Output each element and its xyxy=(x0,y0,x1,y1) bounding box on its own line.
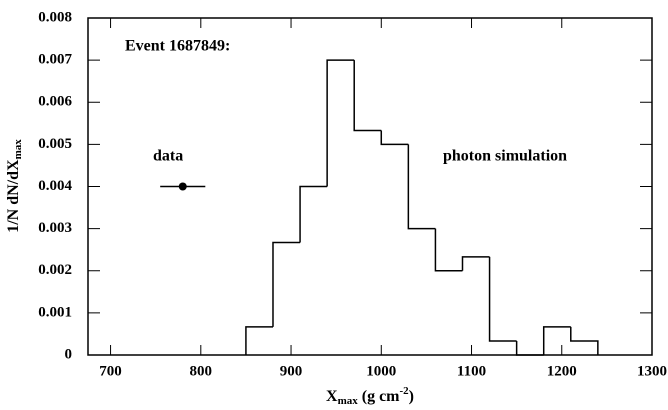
y-tick-label: 0.007 xyxy=(38,52,72,68)
x-tick-label: 1100 xyxy=(457,363,486,379)
histogram-bin xyxy=(326,59,355,187)
y-tick-label: 0.001 xyxy=(38,304,72,320)
histogram-bin xyxy=(461,256,490,271)
x-tick-label: 1200 xyxy=(547,363,577,379)
y-axis-label: 1/N dN/dXmax xyxy=(5,139,24,233)
y-tick-label: 0.006 xyxy=(38,94,72,110)
y-tick-label: 0.008 xyxy=(38,9,72,25)
histogram-bin xyxy=(353,60,382,132)
x-tick-label: 1300 xyxy=(637,363,667,379)
series-label: photon simulation xyxy=(443,148,567,165)
histogram-bin xyxy=(515,340,544,356)
x-tick-label: 1000 xyxy=(366,363,396,379)
histogram-bin xyxy=(245,326,273,355)
x-tick-label: 900 xyxy=(280,363,303,379)
histogram-bin xyxy=(542,326,571,355)
histogram-bin xyxy=(570,326,599,355)
legend-label: data xyxy=(153,148,183,165)
annotation: Event 1687849: xyxy=(125,38,230,55)
histogram-bin xyxy=(272,241,301,327)
y-tick-label: 0.004 xyxy=(38,178,72,194)
data-point xyxy=(178,182,187,191)
x-axis-label: Xmax (g cm-2) xyxy=(326,385,414,407)
y-tick-label: 0 xyxy=(65,346,73,362)
histogram-bin xyxy=(488,256,517,342)
histogram-bin xyxy=(380,130,409,146)
y-tick-label: 0.003 xyxy=(38,220,72,236)
y-tick-label: 0.002 xyxy=(38,262,72,278)
histogram-bin xyxy=(407,144,436,230)
histogram-bin xyxy=(299,185,328,243)
x-tick-label: 700 xyxy=(99,363,122,379)
x-tick-label: 800 xyxy=(190,363,213,379)
histogram-bin xyxy=(434,228,463,272)
y-tick-label: 0.005 xyxy=(38,136,72,152)
